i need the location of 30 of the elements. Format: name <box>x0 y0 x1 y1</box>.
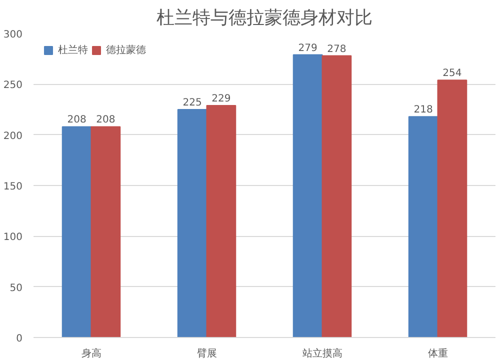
chart-title: 杜兰特与德拉蒙德身材对比 <box>156 8 372 28</box>
data-label: 218 <box>414 104 433 116</box>
y-tick-label: 200 <box>3 130 23 142</box>
x-tick-label: 体重 <box>428 348 448 360</box>
y-tick-label: 50 <box>10 282 23 294</box>
data-label: 208 <box>96 114 116 126</box>
data-label: 225 <box>182 98 202 108</box>
bar <box>292 54 323 338</box>
bar <box>437 80 468 338</box>
bar <box>408 116 438 338</box>
bar <box>206 104 236 338</box>
y-tick-label: 250 <box>3 80 23 92</box>
bar <box>177 109 208 338</box>
y-tick-label: 150 <box>3 182 23 192</box>
bar <box>322 55 352 338</box>
data-label: 208 <box>67 114 86 126</box>
y-tick-label: 100 <box>3 232 23 244</box>
legend-label: 德拉蒙德 <box>106 44 146 57</box>
data-label: 229 <box>212 93 231 104</box>
bar <box>62 126 92 338</box>
legend-label: 杜兰特 <box>58 44 88 57</box>
x-tick-label: 臂展 <box>196 348 217 360</box>
data-label: 254 <box>442 68 462 80</box>
x-tick-label: 站立摸高 <box>302 348 342 360</box>
bar <box>90 126 121 338</box>
y-tick-label: 0 <box>16 334 23 344</box>
x-tick-label: 身高 <box>81 348 102 360</box>
data-label: 278 <box>327 44 346 55</box>
data-label: 279 <box>298 42 318 54</box>
y-tick-label: 300 <box>3 30 23 40</box>
